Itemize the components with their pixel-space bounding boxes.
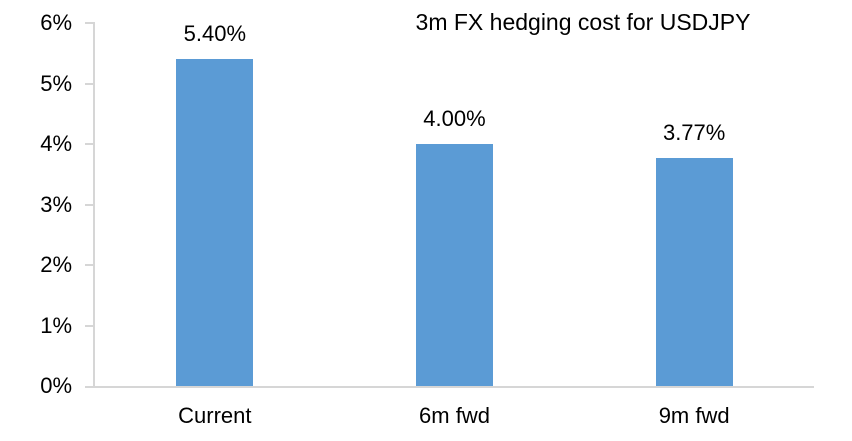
y-axis-tick	[85, 324, 93, 327]
chart-title: 3m FX hedging cost for USDJPY	[415, 9, 751, 35]
bar-value-label: 3.77%	[662, 119, 726, 145]
bar-value-label: 5.40%	[183, 21, 247, 47]
y-axis-label: 3%	[40, 191, 72, 217]
y-axis-label: 2%	[40, 252, 72, 277]
bar	[416, 144, 493, 386]
y-axis-label: 4%	[40, 131, 72, 156]
y-axis-tick	[85, 203, 93, 206]
bar	[655, 157, 733, 386]
category-label: 9m fwd	[658, 403, 730, 428]
y-axis-line	[93, 22, 95, 388]
y-axis-tick	[85, 82, 93, 85]
category-label: Current	[178, 403, 252, 428]
y-axis-tick	[85, 264, 93, 266]
x-axis-line	[85, 386, 814, 388]
y-axis-tick	[85, 22, 93, 24]
bar	[176, 59, 254, 386]
y-axis-label: 6%	[40, 10, 72, 35]
y-axis-label: 1%	[40, 312, 72, 338]
bar-value-label: 4.00%	[423, 106, 486, 131]
category-label: 6m fwd	[419, 403, 490, 428]
y-axis-label: 0%	[40, 373, 72, 398]
y-axis-tick	[85, 143, 93, 145]
y-axis-label: 5%	[40, 70, 72, 96]
